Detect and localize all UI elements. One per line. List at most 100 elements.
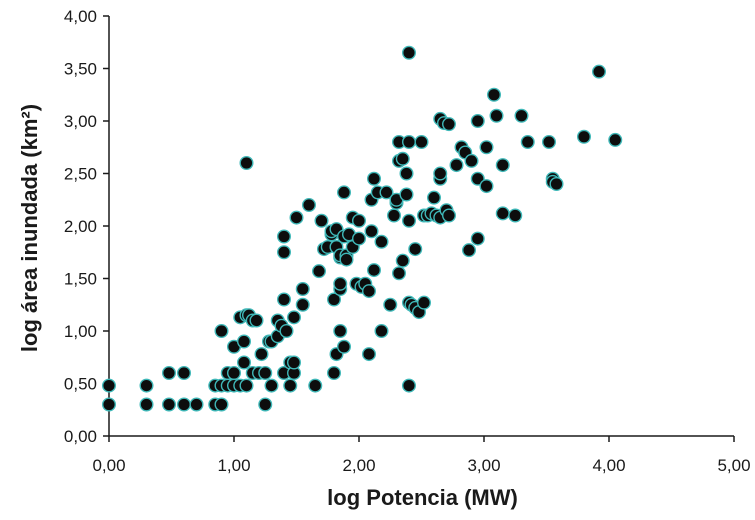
data-point [427,190,442,205]
data-point [362,284,377,299]
y-tick-label: 1,50 [64,270,97,289]
data-point [339,252,354,267]
x-axis-title: log Potencia (MW) [327,485,518,510]
data-point [258,366,273,381]
data-point [470,113,485,128]
x-tick-label: 0,00 [92,456,125,475]
data-point [374,324,389,339]
data-point [495,206,510,221]
data-point [101,378,116,393]
data-point [520,134,535,149]
data-point [277,245,292,260]
data-point [387,208,402,223]
data-point [414,134,429,149]
y-tick-label: 1,00 [64,322,97,341]
data-point [101,397,116,412]
data-point [508,208,523,223]
data-point [549,176,564,191]
data-points [101,45,623,412]
data-point [433,166,448,181]
data-point [395,151,410,166]
x-tick-label: 2,00 [342,456,375,475]
data-point [367,263,382,278]
data-point [352,213,367,228]
data-point [139,397,154,412]
data-point [308,378,323,393]
x-tick-label: 5,00 [717,456,750,475]
data-point [295,297,310,312]
data-point [333,276,348,291]
data-point [176,366,191,381]
data-point [236,334,251,349]
data-point [139,378,154,393]
y-axis-ticks: 0,00 0,50 1,00 1,50 2,00 2,50 3,00 3,50 4,00 [64,7,109,446]
data-point [379,185,394,200]
axes [108,16,734,437]
data-point [399,166,414,181]
data-point [592,64,607,79]
data-point [383,297,398,312]
data-point [279,324,294,339]
data-point [408,242,423,257]
data-point [214,324,229,339]
x-tick-label: 1,00 [217,456,250,475]
y-tick-label: 0,50 [64,375,97,394]
data-point [264,378,279,393]
data-point [367,171,382,186]
y-tick-label: 2,00 [64,217,97,236]
data-point [514,108,529,123]
data-point [287,310,302,325]
data-point [327,292,342,307]
data-point [470,231,485,246]
data-point [226,366,241,381]
data-point [479,140,494,155]
data-point [314,213,329,228]
data-point [487,87,502,102]
data-point [577,129,592,144]
data-point [462,243,477,258]
x-axis-ticks: 0,00 1,00 2,00 3,00 4,00 5,00 [92,436,751,475]
data-point [254,347,269,362]
data-point [417,295,432,310]
data-point [464,153,479,168]
data-point [395,253,410,268]
data-point [214,397,229,412]
data-point [277,292,292,307]
y-tick-label: 3,50 [64,60,97,79]
data-point [442,208,457,223]
data-point [333,324,348,339]
data-point [161,397,176,412]
data-point [239,155,254,170]
x-tick-label: 3,00 [467,456,500,475]
data-point [337,185,352,200]
y-tick-label: 2,50 [64,165,97,184]
x-tick-label: 4,00 [592,456,625,475]
data-point [337,339,352,354]
data-point [495,158,510,173]
data-point [399,187,414,202]
y-tick-label: 4,00 [64,7,97,26]
data-point [249,313,264,328]
y-tick-label: 0,00 [64,427,97,446]
data-point [362,347,377,362]
data-point [236,355,251,370]
data-point [176,397,191,412]
data-point [239,378,254,393]
y-tick-label: 3,00 [64,112,97,131]
data-point [283,378,298,393]
data-point [402,378,417,393]
data-point [479,179,494,194]
data-point [302,197,317,212]
data-point [442,117,457,132]
data-point [364,224,379,239]
data-point [489,108,504,123]
data-point [312,264,327,279]
data-point [449,158,464,173]
data-point [287,355,302,370]
data-point [542,134,557,149]
data-point [277,229,292,244]
data-point [402,45,417,60]
y-axis-title: log área inundada (km²) [17,104,42,352]
data-point [392,266,407,281]
data-point [402,213,417,228]
